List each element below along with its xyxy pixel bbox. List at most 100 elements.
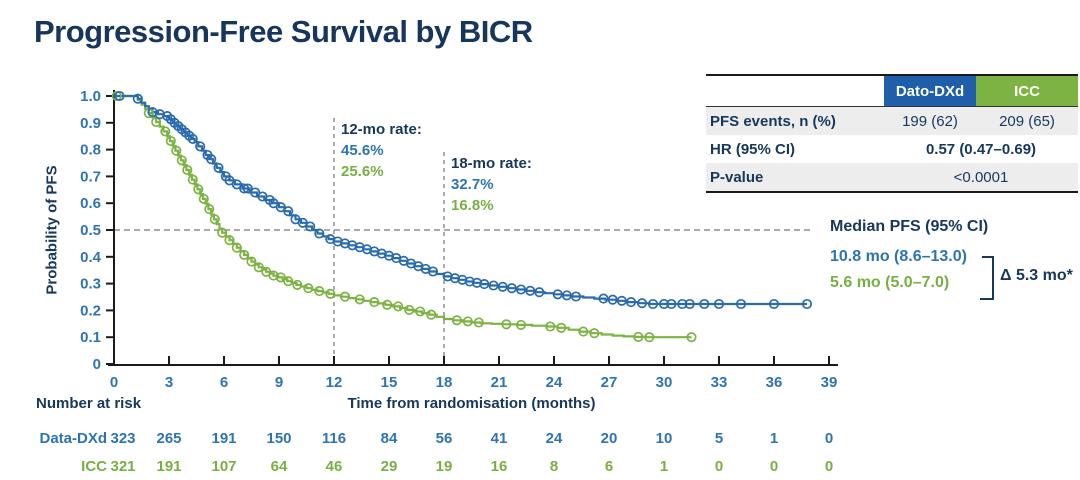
table-header-empty-cell: [706, 75, 884, 107]
x-tick-label: 12: [326, 374, 343, 391]
icc-censor-mark: [246, 256, 257, 267]
icc-censor-mark: [393, 301, 404, 312]
x-tick-label: 24: [546, 374, 563, 391]
at-risk-value: 8: [550, 458, 558, 475]
dato-dxd-censor-mark: [636, 298, 648, 309]
table-row-hr: HR (95% CI) 0.57 (0.47–0.69): [706, 135, 1078, 163]
summary-statistics-table: Dato-DXd ICC PFS events, n (%) 199 (62) …: [706, 74, 1078, 193]
icc-censor-mark: [325, 288, 336, 299]
icc-censor-mark: [589, 328, 600, 339]
number-at-risk-heading: Number at risk: [36, 395, 142, 412]
at-risk-value: 150: [266, 430, 291, 447]
icc-censor-mark: [369, 297, 380, 308]
dato-dxd-censor-mark: [713, 298, 725, 310]
y-tick-label: 0.2: [80, 302, 101, 319]
rate12-dato-value: 45.6%: [341, 142, 384, 159]
at-risk-value: 10: [656, 430, 673, 447]
dato-dxd-censor-mark: [242, 183, 253, 194]
y-tick-label: 0.6: [80, 195, 101, 212]
dato-dxd-censor-mark: [488, 280, 499, 291]
icc-censor-mark: [224, 235, 235, 246]
x-tick-label: 33: [711, 374, 728, 391]
y-tick-label: 0.9: [80, 115, 101, 132]
dato-dxd-censor-mark: [464, 276, 475, 287]
dato-dxd-censor-mark: [206, 154, 217, 165]
dato-dxd-censor-mark: [314, 228, 325, 239]
at-risk-value: 0: [825, 430, 833, 447]
icc-censor-mark: [314, 286, 325, 297]
dato-dxd-censor-mark: [658, 298, 670, 310]
dato-dxd-censor-mark: [598, 293, 609, 304]
rate18-label: 18-mo rate:: [451, 155, 532, 172]
dato-dxd-censor-mark: [699, 298, 710, 310]
delta-bracket: [980, 256, 994, 300]
table-row-pfs-events: PFS events, n (%) 199 (62) 209 (65): [706, 106, 1078, 135]
at-risk-value: 0: [715, 458, 723, 475]
table-header-row: Dato-DXd ICC: [706, 75, 1078, 107]
icc-censor-mark: [160, 126, 171, 137]
dato-dxd-censor-mark: [427, 266, 439, 277]
icc-censor-mark: [231, 242, 242, 253]
at-risk-value: 56: [436, 430, 453, 447]
at-risk-value: 191: [211, 430, 236, 447]
dato-dxd-censor-mark: [684, 298, 695, 310]
icc-censor-mark: [354, 294, 365, 305]
x-tick-label: 27: [601, 374, 618, 391]
dato-dxd-censor-mark: [561, 290, 572, 301]
at-risk-row-label-dato: Data-DXd: [39, 430, 107, 447]
dato-dxd-censor-mark: [187, 133, 198, 144]
icc-censor-mark: [339, 291, 351, 302]
x-axis-label: Time from randomisation (months): [347, 395, 596, 412]
y-tick-label: 0.7: [80, 168, 101, 185]
hr-label: HR (95% CI): [710, 140, 796, 158]
dato-dxd-censor-mark: [534, 287, 545, 298]
table-row-pvalue: P-value <0.0001: [706, 163, 1078, 192]
icc-censor-mark: [462, 316, 473, 327]
at-risk-value: 46: [326, 458, 343, 475]
at-risk-value: 29: [381, 458, 398, 475]
icc-censor-mark: [501, 319, 512, 330]
at-risk-value: 6: [605, 458, 613, 475]
at-risk-value: 265: [156, 430, 181, 447]
y-tick-label: 1.0: [80, 88, 101, 105]
at-risk-value: 19: [436, 458, 453, 475]
pvalue-label: P-value: [706, 163, 884, 192]
icc-censor-mark: [193, 184, 204, 195]
dato-dxd-censor-mark: [250, 187, 261, 198]
rate12-icc-value: 25.6%: [341, 163, 384, 180]
x-tick-label: 15: [381, 374, 398, 391]
at-risk-value: 191: [156, 458, 181, 475]
y-axis-label: Probability of PFS: [43, 165, 61, 295]
dato-dxd-censor-mark: [268, 198, 279, 209]
rate18-dato-value: 32.7%: [451, 176, 494, 193]
dato-dxd-censor-mark: [515, 284, 527, 295]
icc-censor-mark: [187, 174, 198, 185]
dato-dxd-censor-mark: [525, 285, 536, 296]
pvalue-value: <0.0001: [884, 163, 1078, 192]
x-tick-label: 6: [220, 374, 228, 391]
icc-censor-mark: [578, 326, 589, 337]
icc-censor-mark: [182, 164, 193, 176]
icc-censor-mark: [556, 322, 567, 333]
icc-censor-mark: [404, 304, 415, 315]
at-risk-value: 321: [110, 458, 135, 475]
at-risk-value: 20: [601, 430, 618, 447]
y-tick-label: 0: [93, 356, 101, 373]
at-risk-value: 116: [322, 430, 346, 447]
icc-censor-mark: [204, 204, 215, 215]
median-pfs-heading: Median PFS (95% CI): [830, 218, 989, 235]
dato-dxd-censor-mark: [570, 291, 582, 302]
at-risk-value: 107: [211, 458, 236, 475]
y-tick-label: 0.4: [80, 249, 102, 266]
at-risk-row-label-icc: ICC: [81, 458, 107, 475]
dato-dxd-censor-mark: [735, 298, 747, 310]
icc-censor-mark: [198, 193, 209, 204]
at-risk-value: 41: [491, 430, 508, 447]
icc-censor-mark: [644, 332, 655, 343]
dato-dxd-censor-mark: [213, 162, 224, 173]
icc-censor-mark: [686, 332, 697, 343]
x-tick-label: 9: [275, 374, 283, 391]
dato-dxd-censor-mark: [616, 295, 627, 306]
at-risk-value: 16: [491, 458, 508, 475]
icc-censor-mark: [239, 249, 250, 260]
